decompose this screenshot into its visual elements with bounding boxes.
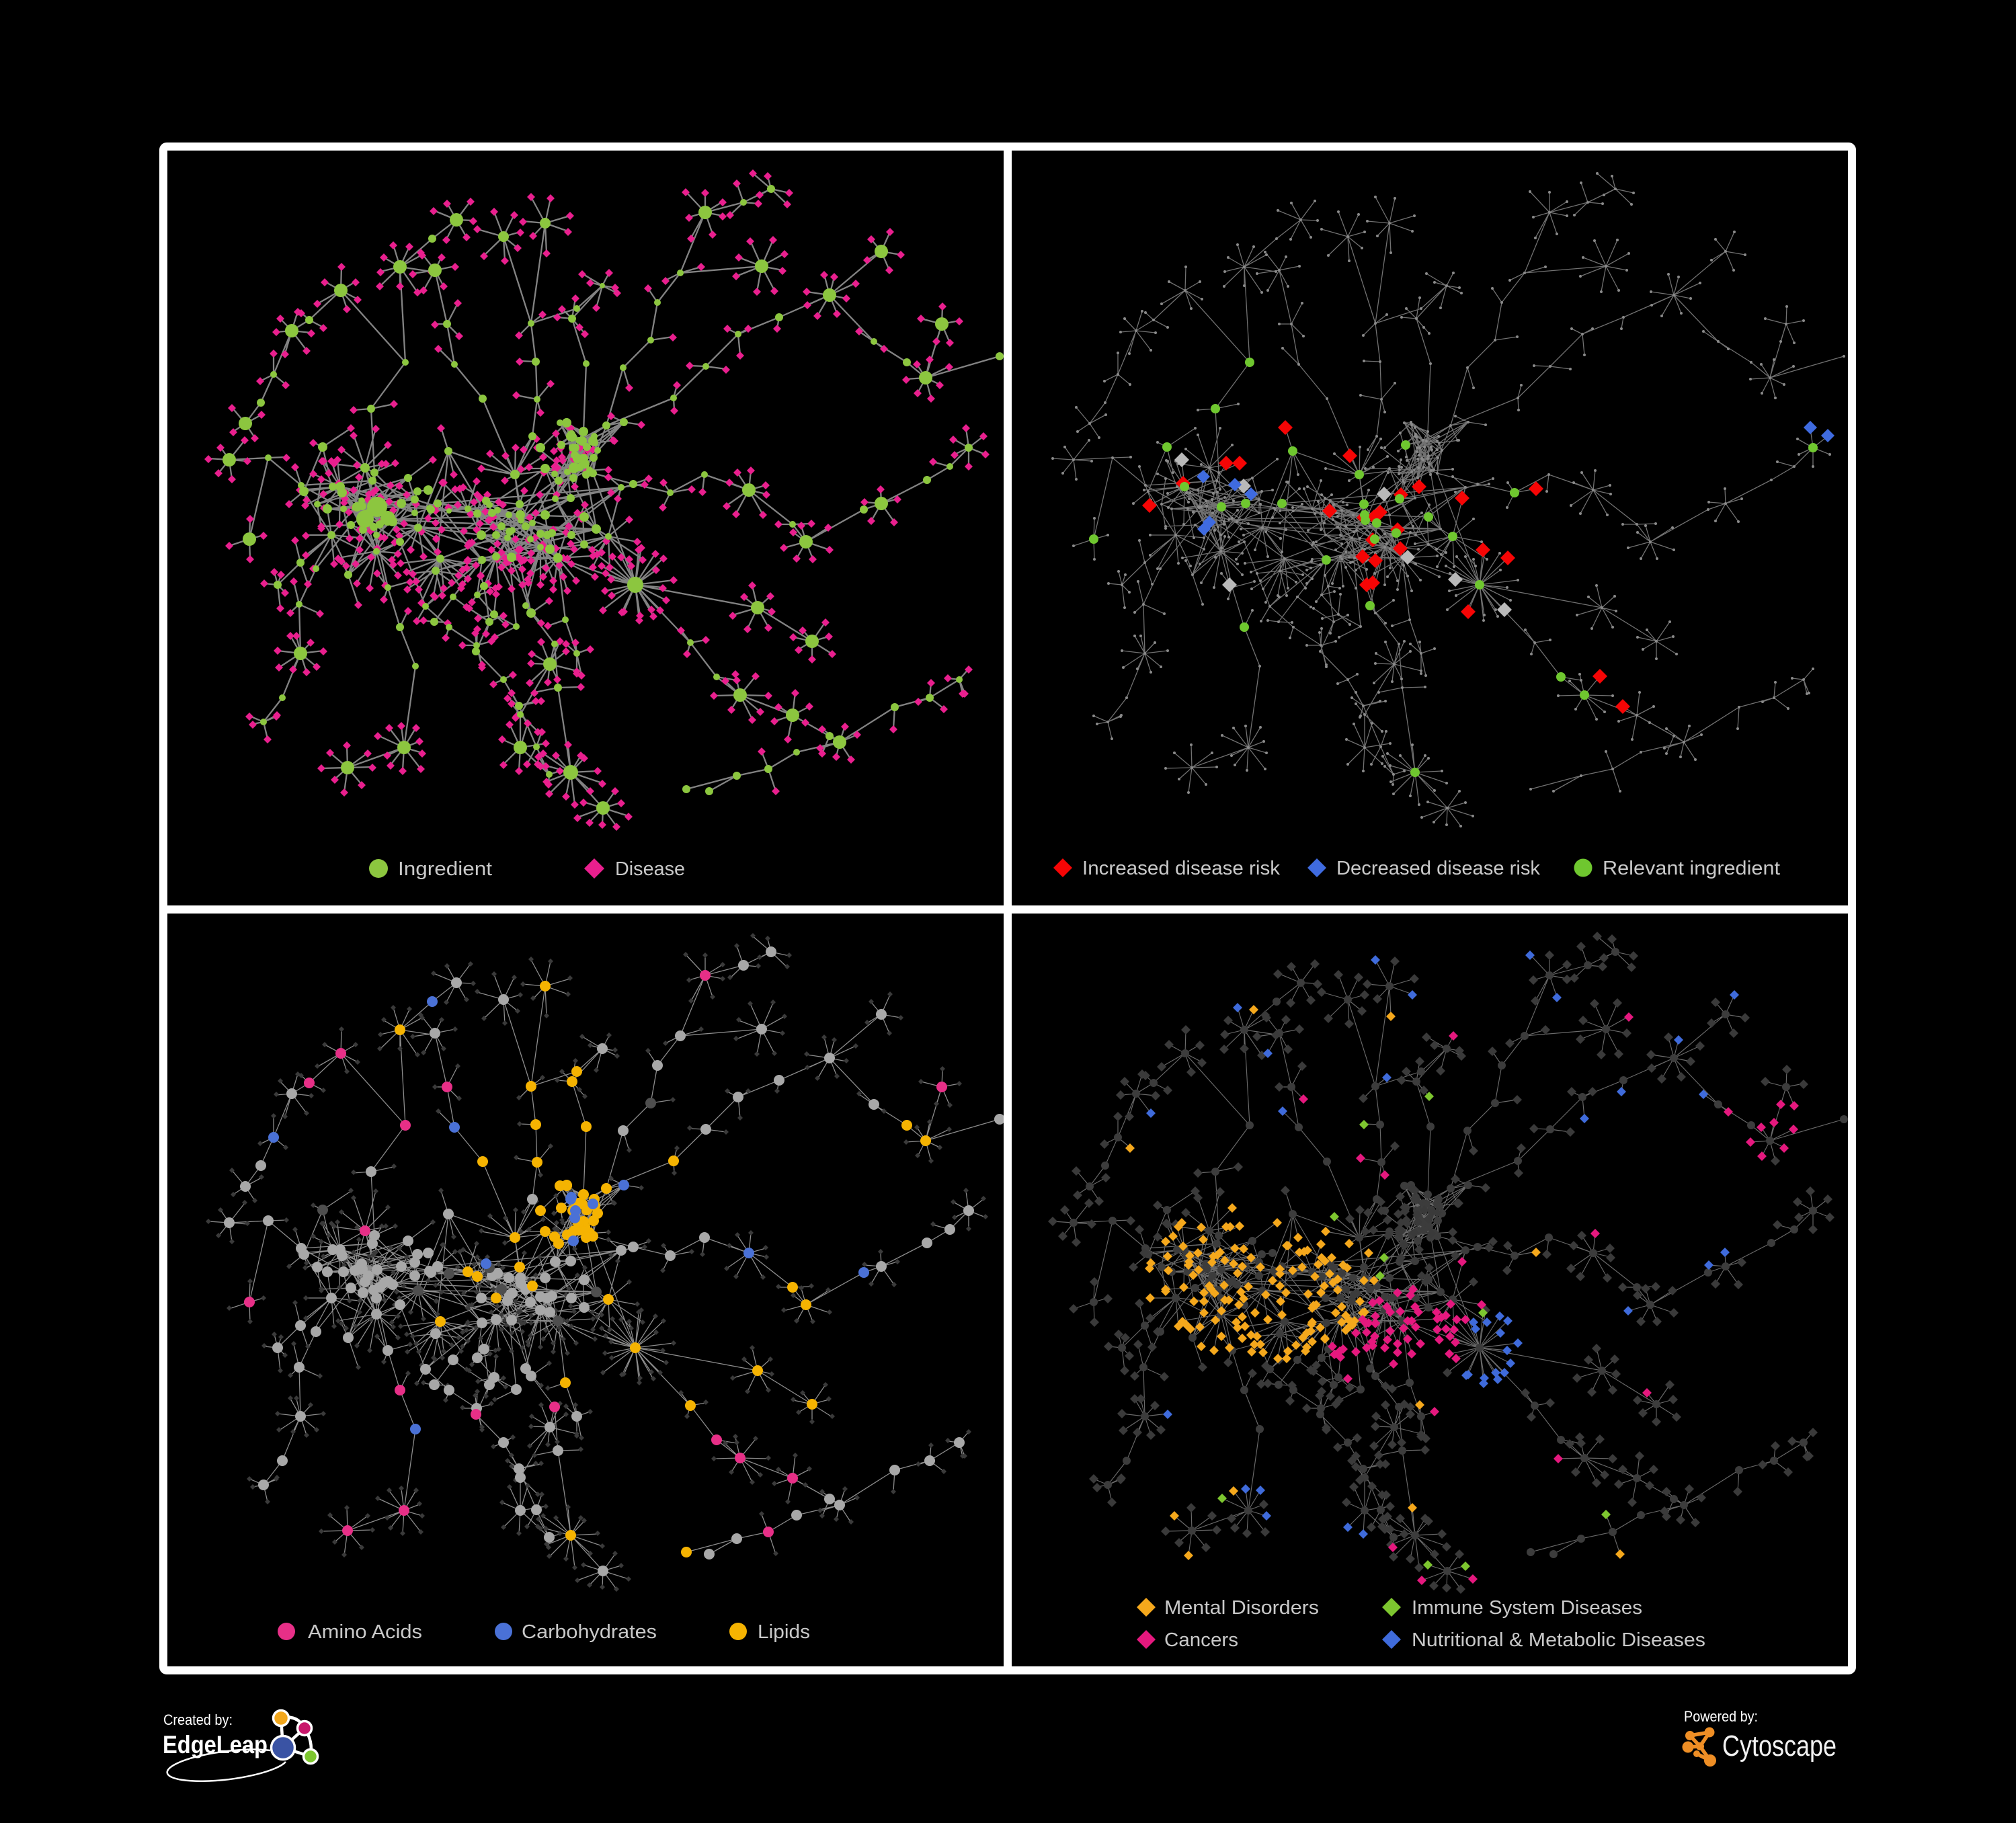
svg-text:Immune System Diseases: Immune System Diseases: [1412, 1597, 1642, 1619]
svg-text:Nutritional & Metabolic Diseas: Nutritional & Metabolic Diseases: [1412, 1629, 1705, 1651]
svg-text:Carbohydrates: Carbohydrates: [522, 1621, 657, 1643]
svg-text:Powered by:: Powered by:: [1684, 1708, 1758, 1725]
svg-text:Created by:: Created by:: [163, 1711, 233, 1728]
svg-text:Lipids: Lipids: [758, 1621, 810, 1643]
svg-text:Amino Acids: Amino Acids: [308, 1621, 422, 1643]
svg-text:Increased disease risk: Increased disease risk: [1082, 858, 1281, 879]
svg-text:Disease: Disease: [615, 858, 685, 880]
svg-text:EdgeLeap: EdgeLeap: [163, 1731, 268, 1758]
svg-text:Cancers: Cancers: [1164, 1629, 1238, 1651]
svg-text:Ingredient: Ingredient: [398, 858, 492, 880]
svg-text:Decreased disease risk: Decreased disease risk: [1336, 858, 1540, 879]
svg-text:Mental Disorders: Mental Disorders: [1164, 1597, 1319, 1619]
svg-text:Relevant ingredient: Relevant ingredient: [1603, 858, 1780, 879]
svg-text:Cytoscape: Cytoscape: [1722, 1730, 1837, 1763]
